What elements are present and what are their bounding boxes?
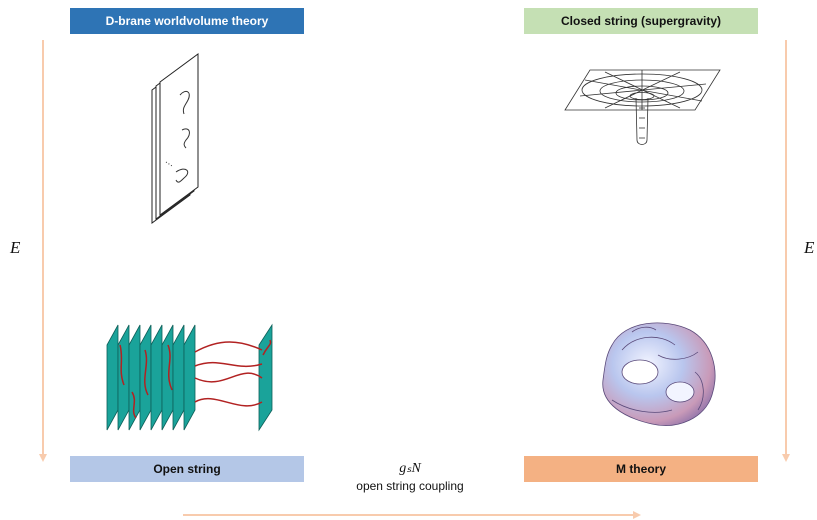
black-hole-throat-grid-icon (564, 69, 721, 145)
stacked-d-branes-with-strings-icon (151, 53, 199, 224)
energy-axis-label-left: E (10, 238, 21, 257)
calabi-yau-manifold-icon (602, 322, 716, 426)
box-open-string: Open string (70, 456, 304, 482)
box-closed-string-supergravity: Closed string (supergravity) (524, 8, 758, 34)
box-d-brane-worldvolume-theory: D-brane worldvolume theory (70, 8, 304, 34)
box-m-theory: M theory (524, 456, 758, 482)
coupling-symbol: gₛN (399, 461, 421, 476)
brane-stack-with-open-strings-icon (106, 323, 273, 432)
energy-axis-label-right: E (804, 238, 815, 257)
coupling-axis-label: open string coupling (356, 479, 464, 493)
